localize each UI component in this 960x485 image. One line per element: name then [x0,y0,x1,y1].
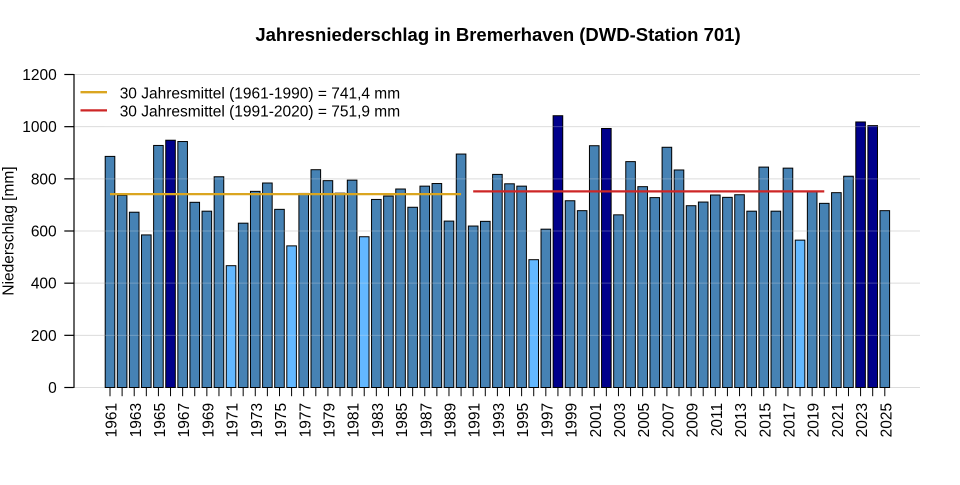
svg-text:1993: 1993 [491,403,508,437]
svg-text:30 Jahresmittel (1961-1990) =: 30 Jahresmittel (1961-1990) = 741,4 mm [120,86,400,103]
svg-text:2017: 2017 [782,403,799,437]
svg-text:2011: 2011 [709,403,726,436]
svg-text:1985: 1985 [394,403,411,437]
svg-text:2003: 2003 [612,403,629,437]
svg-text:Jahresniederschlag in Bremerha: Jahresniederschlag in Bremerhaven (DWD-S… [255,24,740,45]
svg-text:1971: 1971 [225,403,242,437]
svg-text:1991: 1991 [467,403,484,437]
svg-text:2001: 2001 [588,403,605,437]
svg-text:2019: 2019 [806,403,823,437]
svg-text:1997: 1997 [539,403,556,437]
svg-text:1983: 1983 [370,403,387,437]
svg-text:1987: 1987 [418,403,435,437]
svg-text:1981: 1981 [346,403,363,437]
svg-text:400: 400 [31,276,57,293]
svg-text:1979: 1979 [321,403,338,437]
svg-text:Niederschlag [mm]: Niederschlag [mm] [0,166,17,295]
svg-text:1965: 1965 [152,403,169,437]
svg-text:200: 200 [31,328,57,345]
svg-text:0: 0 [48,380,57,397]
svg-text:1977: 1977 [297,403,314,437]
svg-text:800: 800 [31,171,57,188]
svg-text:1967: 1967 [176,403,193,437]
svg-text:1989: 1989 [443,403,460,437]
svg-text:2025: 2025 [878,403,895,437]
svg-text:2007: 2007 [660,403,677,437]
svg-text:1999: 1999 [564,403,581,437]
svg-text:2023: 2023 [854,403,871,437]
svg-text:1973: 1973 [249,403,266,437]
svg-text:2009: 2009 [685,403,702,437]
svg-text:2005: 2005 [636,403,653,437]
svg-text:1975: 1975 [273,403,290,437]
svg-text:2021: 2021 [830,403,847,437]
svg-text:1200: 1200 [22,67,57,84]
svg-text:1963: 1963 [128,403,145,437]
svg-text:1969: 1969 [200,403,217,437]
svg-text:2013: 2013 [733,403,750,437]
svg-text:2015: 2015 [757,403,774,437]
svg-text:600: 600 [31,224,57,241]
svg-text:1961: 1961 [104,403,121,437]
svg-text:1000: 1000 [22,119,57,136]
svg-text:1995: 1995 [515,403,532,437]
svg-text:30 Jahresmittel (1991-2020) =: 30 Jahresmittel (1991-2020) = 751,9 mm [120,103,400,120]
